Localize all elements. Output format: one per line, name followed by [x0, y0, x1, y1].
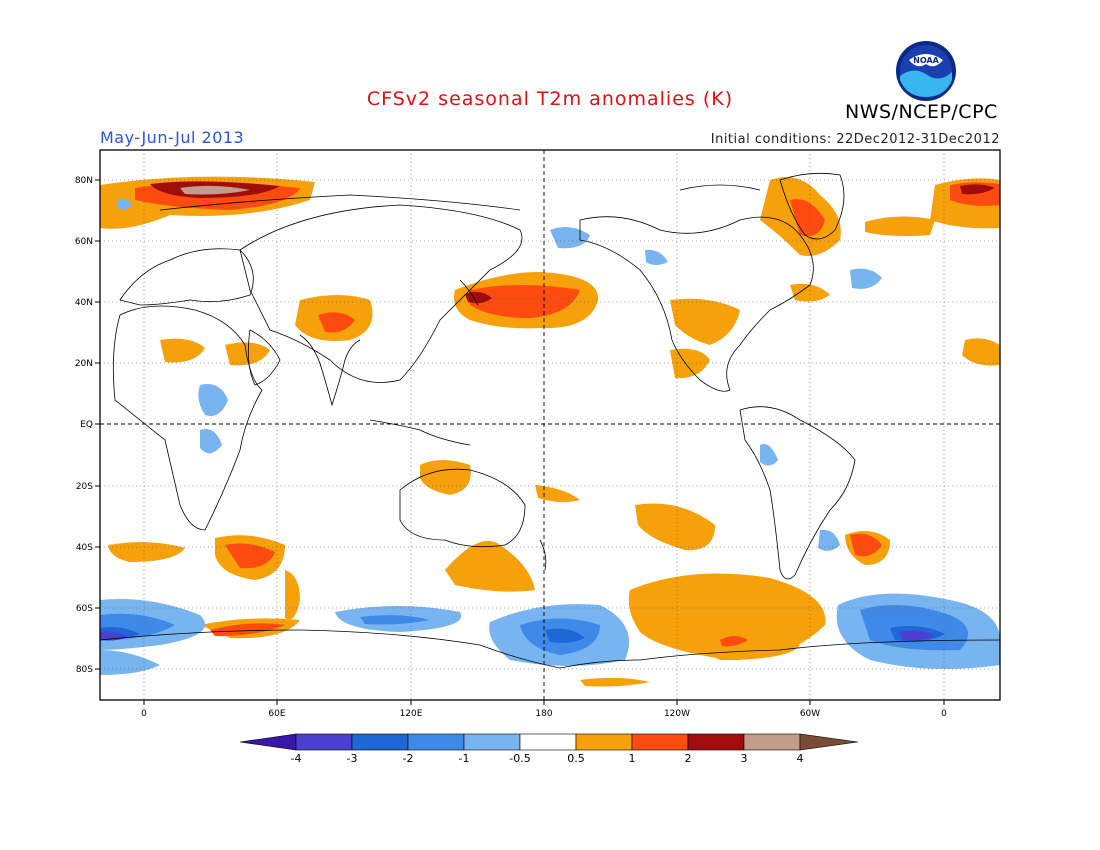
longitude-labels: 0 60E 120E 180 120W 60W 0: [141, 709, 947, 719]
lon-label: 180: [535, 709, 552, 719]
lon-label: 0: [141, 709, 147, 719]
colorbar-label: -4: [291, 752, 302, 765]
season-label: May-Jun-Jul 2013: [100, 128, 245, 147]
colorbar-label: 1: [629, 752, 636, 765]
map-title: CFSv2 seasonal T2m anomalies (K): [366, 88, 734, 110]
colorbar-swatch: [743, 733, 801, 751]
colorbar-label: -1: [459, 752, 470, 765]
reference-lines: [100, 150, 1000, 700]
initial-conditions-label: Initial conditions: 22Dec2012-31Dec2012: [710, 132, 1000, 147]
colorbar-label: 0.5: [567, 752, 585, 765]
colorbar-label: -2: [403, 752, 414, 765]
lon-label: 120E: [400, 709, 423, 719]
coastlines: [100, 172, 1000, 669]
colorbar-swatch: [631, 733, 689, 751]
colorbar-swatch: [463, 733, 521, 751]
lat-label: 20N: [75, 359, 93, 369]
colorbar-swatch: [407, 733, 465, 751]
lat-label: 60S: [76, 604, 93, 614]
colorbar-label: 3: [741, 752, 748, 765]
lat-label: 80N: [75, 176, 93, 186]
lon-label: 60W: [800, 709, 820, 719]
colorbar-label: -0.5: [509, 752, 530, 765]
agency-label: NWS/NCEP/CPC: [845, 101, 998, 123]
colorbar-arrow-high: [799, 733, 859, 751]
colorbar-swatch: [687, 733, 745, 751]
colorbar-label: -3: [347, 752, 358, 765]
anomaly-fields: [100, 176, 1000, 687]
colorbar-swatch: [519, 733, 577, 751]
colorbar-label: 2: [685, 752, 692, 765]
latitude-labels: 80N 60N 40N 20N EQ 20S 40S 60S 80S: [75, 176, 93, 675]
logo-text: NOAA: [913, 56, 939, 65]
lat-label: 80S: [76, 665, 93, 675]
tick-marks: [95, 179, 945, 705]
lat-label: 40S: [76, 543, 93, 553]
lat-label: 60N: [75, 237, 93, 247]
colorbar-swatch: [351, 733, 409, 751]
colorbar-arrow-low: [239, 733, 297, 751]
map-frame: [99, 149, 1001, 701]
colorbar-swatch: [575, 733, 633, 751]
lon-label: 60E: [268, 709, 285, 719]
lon-label: 120W: [664, 709, 690, 719]
colorbar-swatch: [295, 733, 353, 751]
lat-label: 20S: [76, 482, 93, 492]
lat-label: 40N: [75, 298, 93, 308]
colorbar-label: 4: [797, 752, 804, 765]
colorbar: -4 -3 -2 -1 -0.5 0.5 1 2 3 4: [239, 733, 859, 765]
lat-label: EQ: [80, 420, 93, 430]
lon-label: 0: [941, 709, 947, 719]
noaa-logo-icon: NOAA: [896, 41, 956, 101]
